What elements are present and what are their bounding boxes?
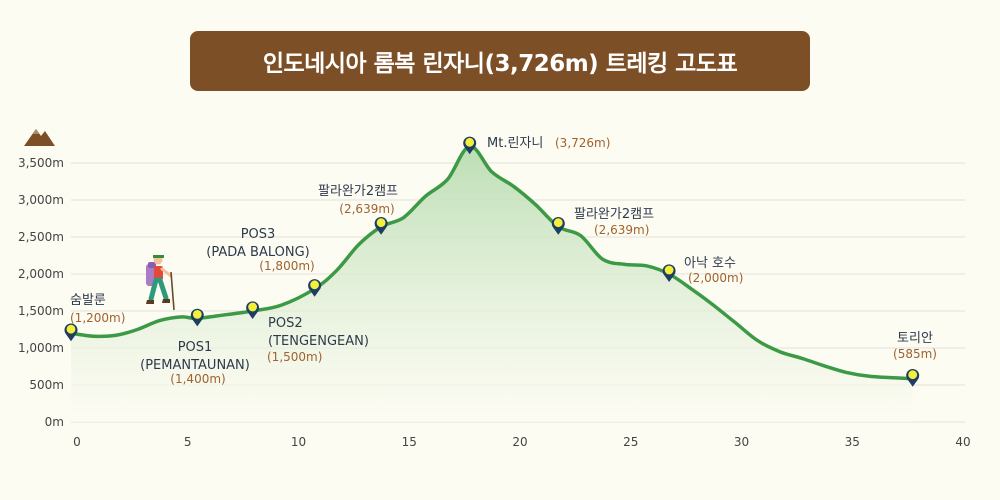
x-tick-label: 40 xyxy=(955,435,970,449)
waypoint-elevation: (2,000m) xyxy=(688,271,743,285)
x-tick-label: 15 xyxy=(402,435,417,449)
waypoint-elevation: (1,800m) xyxy=(259,259,314,273)
waypoint-elevation: (3,726m) xyxy=(555,136,610,150)
waypoint-name: POS2 xyxy=(268,316,303,331)
y-tick-label: 3,500m xyxy=(18,156,64,170)
waypoint-name: (PEMANTAUNAN) xyxy=(140,358,250,373)
y-tick-label: 1,500m xyxy=(18,304,64,318)
hiker-icon xyxy=(146,255,175,311)
x-tick-label: 10 xyxy=(291,435,306,449)
waypoint-marker xyxy=(246,301,260,319)
waypoint-name: (PADA BALONG) xyxy=(206,245,309,260)
waypoint-name: POS3 xyxy=(241,227,276,242)
y-tick-label: 500m xyxy=(29,378,64,392)
x-tick-label: 25 xyxy=(623,435,638,449)
waypoint-marker xyxy=(463,136,477,155)
waypoint-name: POS1 xyxy=(178,340,213,355)
waypoint-marker xyxy=(64,323,78,342)
x-tick-label: 20 xyxy=(512,435,527,449)
waypoint-name: 팔라완가2캠프 xyxy=(318,184,398,199)
waypoint-name: 토리안 xyxy=(897,331,933,346)
y-tick-label: 2,500m xyxy=(18,230,64,244)
waypoint-elevation: (585m) xyxy=(893,347,937,361)
y-tick-label: 1,000m xyxy=(18,341,64,355)
y-tick-label: 0m xyxy=(45,415,64,429)
waypoint-marker xyxy=(190,308,204,327)
waypoint-elevation: (1,200m) xyxy=(70,311,125,325)
chart-title: 인도네시아 롬복 린자니(3,726m) 트레킹 고도표 xyxy=(262,51,738,77)
x-tick-label: 30 xyxy=(734,435,749,449)
y-axis-ticks: 0m 500m 1,000m 1,500m 2,000m 2,500m 3,000m 3,50… xyxy=(18,156,64,429)
x-tick-label: 35 xyxy=(845,435,860,449)
waypoint-elevation: (2,639m) xyxy=(339,202,394,216)
waypoint-marker xyxy=(308,279,322,297)
waypoint-elevation: (1,400m) xyxy=(170,372,225,386)
waypoint-labels: 숨발룬 (1,200m) POS1 (PEMANTAUNAN)(1,400m) POS2… xyxy=(70,136,937,386)
waypoint-markers xyxy=(64,136,920,387)
waypoint-marker xyxy=(551,217,565,235)
waypoint-name: (TENGENGEAN) xyxy=(268,334,369,349)
elevation-area xyxy=(71,146,913,423)
waypoint-marker xyxy=(906,369,920,387)
waypoint-name: 팔라완가2캠프 xyxy=(574,207,654,222)
waypoint-elevation: (1,500m) xyxy=(267,350,322,364)
title-banner: 인도네시아 롬복 린자니(3,726m) 트레킹 고도표 xyxy=(190,31,810,91)
waypoint-name: 숨발룬 xyxy=(70,293,106,308)
waypoint-name: Mt.린자니 xyxy=(487,136,543,151)
waypoint-elevation: (2,639m) xyxy=(594,223,649,237)
x-tick-label: 5 xyxy=(184,435,192,449)
y-tick-label: 2,000m xyxy=(18,267,64,281)
x-tick-label: 0 xyxy=(73,435,81,449)
mountain-icon xyxy=(24,129,55,146)
x-axis-ticks: 0 5 10 15 20 25 30 35 40 xyxy=(73,435,970,449)
y-tick-label: 3,000m xyxy=(18,193,64,207)
waypoint-marker xyxy=(662,264,676,282)
waypoint-marker xyxy=(374,217,388,235)
waypoint-name: 아낙 호수 xyxy=(684,256,736,271)
